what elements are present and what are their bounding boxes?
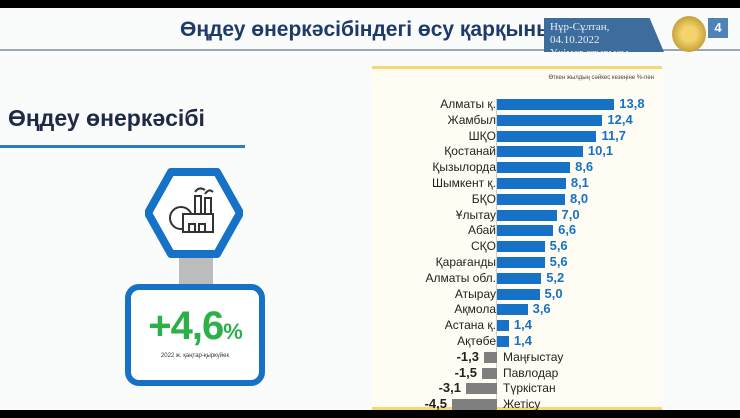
category-label: Қарағанды xyxy=(435,255,496,269)
value-label: -1,5 xyxy=(454,364,477,380)
value-label: 8,0 xyxy=(570,190,589,206)
category-label: Атырау xyxy=(454,286,496,301)
bar xyxy=(497,272,542,284)
bar xyxy=(497,99,615,110)
bar xyxy=(482,367,497,379)
chart-row: Астана қ. 1,4 xyxy=(372,317,662,333)
bar xyxy=(497,320,509,332)
chart-row: Павлодар -1,5 xyxy=(372,364,662,381)
value-label: 10,1 xyxy=(587,143,614,159)
category-label: Қызылорда xyxy=(432,160,496,175)
value-label: 8,1 xyxy=(570,175,589,190)
regional-growth-chart: Өткен жылдың сәйкес кезеңіне %-пен Алмат… xyxy=(372,66,662,412)
value-label: -3,1 xyxy=(438,380,461,396)
value-label: 1,4 xyxy=(513,317,532,333)
value-label: 7,0 xyxy=(561,206,580,222)
growth-value: +4,6% xyxy=(131,304,259,349)
category-label: Түркістан xyxy=(503,381,556,396)
category-label: Жамбыл xyxy=(447,112,496,127)
bar xyxy=(497,304,528,316)
bar xyxy=(497,241,545,253)
value-label: 6,6 xyxy=(558,222,577,238)
bar xyxy=(497,209,557,221)
chart-row: Ұлытау 7,0 xyxy=(372,206,662,223)
chart-row: Жетісу -4,5 xyxy=(372,396,662,412)
bar xyxy=(484,351,497,363)
category-label: Ақтөбе xyxy=(457,334,496,348)
bar xyxy=(497,130,597,142)
chart-row: СҚО 5,6 xyxy=(372,238,662,254)
event-name: Үкімет отырысы xyxy=(550,47,629,59)
chart-row: Қызылорда 8,6 xyxy=(372,159,662,175)
value-label: 3,6 xyxy=(532,301,551,317)
category-label: БҚО xyxy=(471,191,496,206)
value-label: 12,4 xyxy=(607,111,633,127)
category-label: Алматы қ. xyxy=(440,97,496,111)
category-label: Ұлытау xyxy=(455,207,496,222)
category-label: Павлодар xyxy=(503,365,559,380)
category-label: Ақмола xyxy=(454,302,496,317)
chart-row: Алматы обл. 5,2 xyxy=(372,269,662,286)
heading-underline xyxy=(0,145,245,148)
category-label: Абай xyxy=(468,223,496,238)
chart-caption: Өткен жылдың сәйкес кезеңіне %-пен xyxy=(548,75,654,81)
value-label: 1,4 xyxy=(513,333,532,348)
bar xyxy=(497,114,603,126)
category-label: Қостанай xyxy=(444,144,496,159)
slide: Өңдеу өнеркәсібіндегі өсу қарқыны Нұр-Сұ… xyxy=(0,8,740,412)
state-emblem-icon xyxy=(672,16,706,52)
chart-row: Алматы қ. 13,8 xyxy=(372,96,662,112)
value-label: 8,6 xyxy=(575,159,594,175)
bar xyxy=(497,336,509,347)
value-label: 5,0 xyxy=(544,285,563,301)
bar xyxy=(497,225,554,237)
zero-axis xyxy=(496,99,497,409)
location-date: Нұр-Сұлтан, 04.10.2022 xyxy=(550,21,610,46)
chart-row: Қостанай 10,1 xyxy=(372,143,662,159)
value-label: 11,7 xyxy=(601,127,627,143)
chart-row: БҚО 8,0 xyxy=(372,190,662,207)
growth-number: +4,6 xyxy=(148,304,224,348)
value-label: -1,3 xyxy=(456,348,479,364)
category-label: Маңғыстау xyxy=(503,349,564,364)
category-label: Алматы обл. xyxy=(425,270,496,285)
value-label: 5,2 xyxy=(546,269,565,285)
factory-icon xyxy=(145,168,243,258)
bar xyxy=(466,383,497,395)
bar xyxy=(452,399,497,411)
growth-unit: % xyxy=(223,319,243,344)
chart-row: Атырау 5,0 xyxy=(372,285,662,302)
bar xyxy=(497,146,583,158)
chart-row: Ақмола 3,6 xyxy=(372,301,662,317)
page-number: 4 xyxy=(708,18,728,38)
chart-row: Жамбыл 12,4 xyxy=(372,111,662,128)
bar xyxy=(497,193,565,205)
category-label: Астана қ. xyxy=(444,318,496,333)
event-badge: Нұр-Сұлтан, 04.10.2022 Үкімет отырысы xyxy=(544,18,664,52)
value-label: 5,6 xyxy=(549,254,568,269)
category-label: Жетісу xyxy=(503,397,541,412)
chart-row: Маңғыстау -1,3 xyxy=(372,348,662,365)
header-divider xyxy=(0,49,740,51)
chart-row: Ақтөбе 1,4 xyxy=(372,333,662,349)
slide-title: Өңдеу өнеркәсібіндегі өсу қарқыны xyxy=(180,18,555,41)
value-label: -4,5 xyxy=(424,396,447,412)
growth-card: +4,6% 2022 ж. қаңтар-қыркүйек xyxy=(125,284,265,386)
bar xyxy=(497,178,566,189)
category-label: СҚО xyxy=(471,239,496,254)
chart-row: Қарағанды 5,6 xyxy=(372,254,662,270)
category-label: ШҚО xyxy=(468,128,496,143)
chart-row: ШҚО 11,7 xyxy=(372,127,662,144)
chart-row: Абай 6,6 xyxy=(372,222,662,238)
growth-period: 2022 ж. қаңтар-қыркүйек xyxy=(160,353,230,359)
bar xyxy=(497,162,571,174)
chart-row: Түркістан -3,1 xyxy=(372,380,662,396)
chart-row: Шымкент қ. 8,1 xyxy=(372,175,662,191)
category-label: Шымкент қ. xyxy=(432,176,496,190)
section-heading: Өңдеу өнеркәсібі xyxy=(8,105,205,131)
bar xyxy=(497,288,540,300)
value-label: 13,8 xyxy=(619,96,645,111)
value-label: 5,6 xyxy=(549,238,568,254)
bar xyxy=(497,257,545,268)
